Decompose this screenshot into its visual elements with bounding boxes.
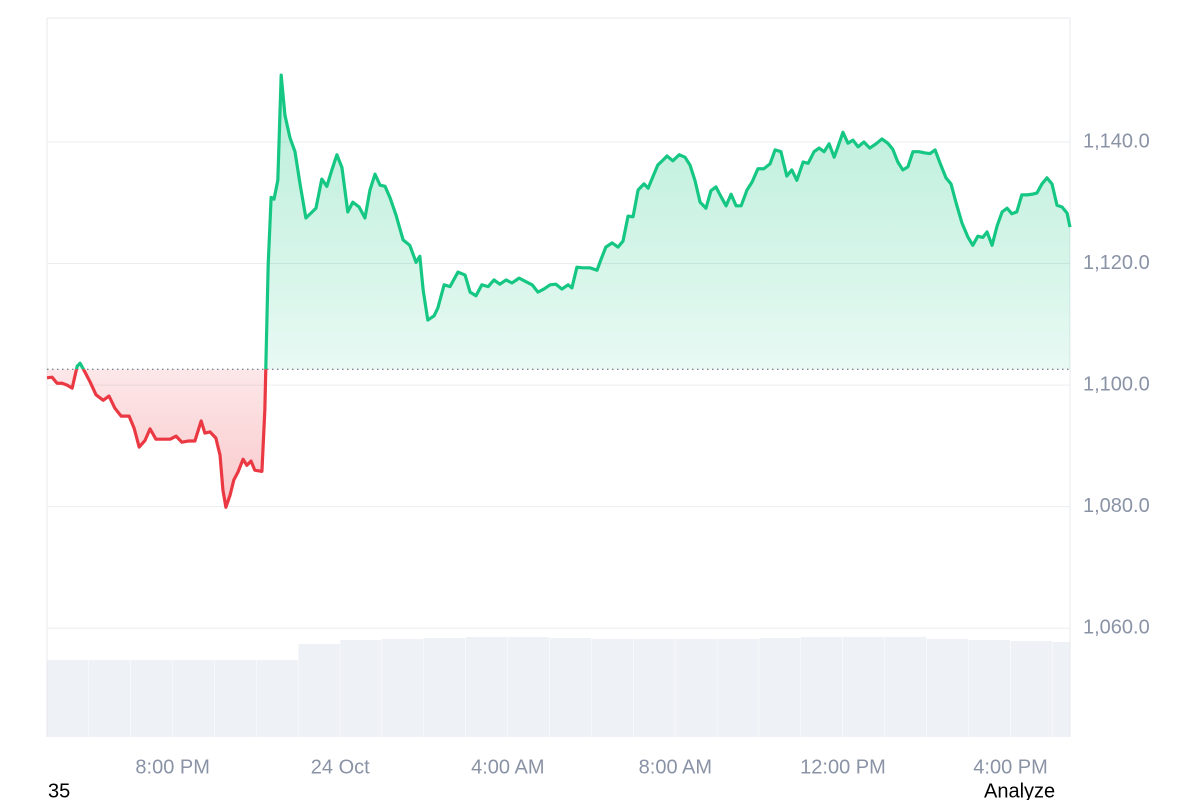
y-tick-label: 1,060.0	[1083, 616, 1150, 638]
volume-bar	[926, 639, 969, 737]
volume-bar	[1052, 642, 1070, 737]
volume-bar	[1010, 641, 1052, 737]
volume-bar	[424, 638, 466, 737]
x-tick-label: 8:00 AM	[639, 756, 712, 778]
volume-bar	[382, 639, 424, 737]
volume-bar	[88, 660, 131, 737]
volume-bar	[465, 637, 508, 737]
x-tick-label: 4:00 PM	[973, 756, 1047, 778]
price-line-up	[74, 73, 1072, 370]
volume-bar	[214, 660, 256, 737]
volume-bar	[717, 639, 759, 737]
volume-bar	[298, 644, 340, 737]
volume-bar	[633, 639, 675, 737]
y-tick-label: 1,100.0	[1083, 373, 1150, 395]
volume-bar	[675, 639, 717, 737]
volume-bar	[47, 660, 89, 737]
volume-bar	[549, 638, 592, 737]
y-tick-label: 1,120.0	[1083, 252, 1150, 274]
volume-bar	[172, 660, 215, 737]
footer-left: 35	[48, 780, 70, 800]
volume-bar	[968, 640, 1011, 737]
volume-bar	[801, 637, 843, 737]
x-tick-label: 4:00 AM	[471, 756, 544, 778]
x-tick-label: 12:00 PM	[800, 756, 886, 778]
volume-bar	[507, 637, 550, 737]
x-tick-label: 24 Oct	[311, 756, 370, 778]
area-fill-up	[47, 75, 1070, 370]
footer-right[interactable]: Analyze	[984, 780, 1055, 800]
price-line-down	[46, 369, 268, 509]
plot	[46, 73, 1072, 509]
volume-bar	[340, 640, 382, 737]
volume-bar	[591, 639, 633, 737]
y-tick-label: 1,140.0	[1083, 130, 1150, 152]
volume-bar	[256, 660, 298, 737]
volume-bar	[884, 637, 927, 737]
volume-bar	[842, 637, 885, 737]
volume-bars	[47, 637, 1070, 737]
x-tick-label: 8:00 PM	[135, 756, 209, 778]
y-tick-label: 1,080.0	[1083, 495, 1150, 517]
volume-bar	[130, 660, 173, 737]
volume-bar	[759, 638, 801, 737]
